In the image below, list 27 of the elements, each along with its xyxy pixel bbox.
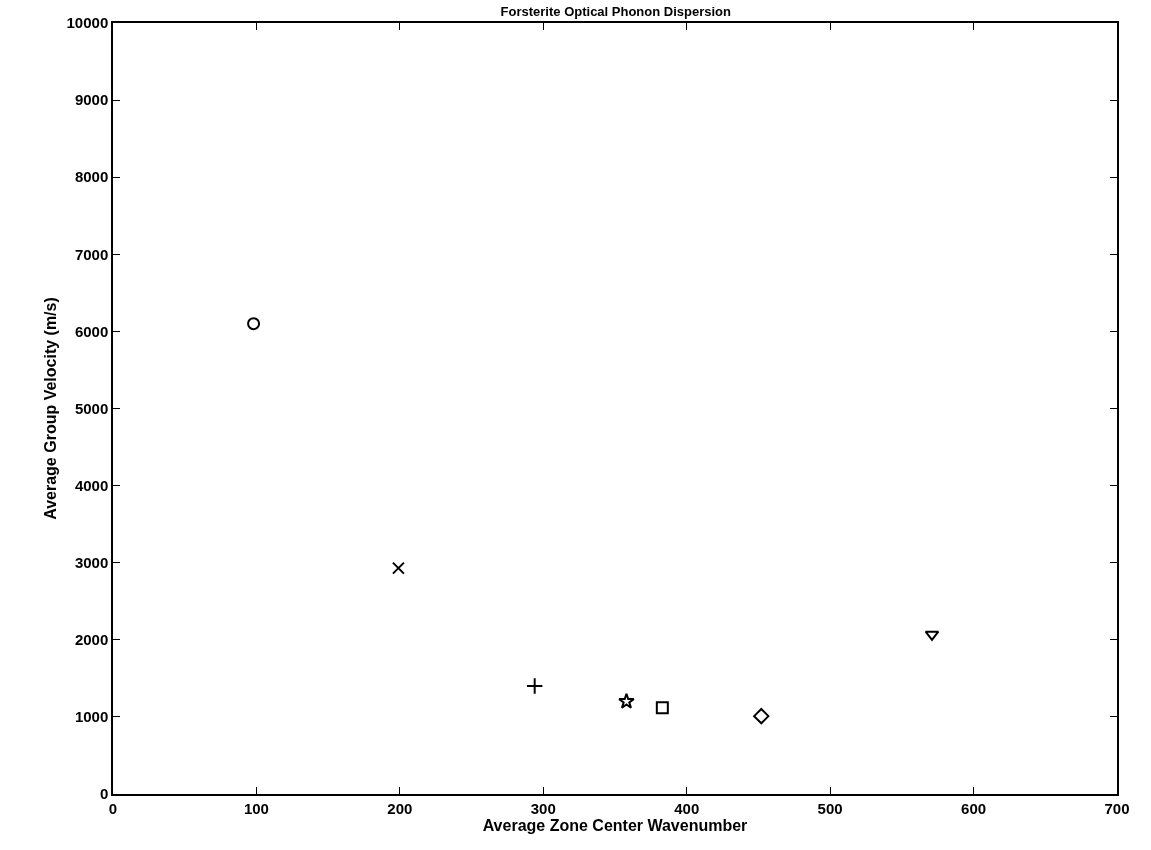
x-tick-label: 100 <box>243 799 269 817</box>
y-tick-label: 10000 <box>66 14 109 32</box>
point <box>525 677 544 695</box>
point <box>753 707 770 725</box>
y-axis-title: Average Group Velocity (m/s) <box>41 297 59 520</box>
y-tick-label: 2000 <box>74 631 109 649</box>
y-tick-label: 1000 <box>74 708 109 726</box>
point <box>247 317 261 331</box>
x-axis-title: Average Zone Center Wavenumber <box>482 816 748 834</box>
point <box>655 701 669 715</box>
y-tick-label: 6000 <box>74 322 109 340</box>
y-tick-label: 9000 <box>74 91 109 109</box>
y-tick-label: 7000 <box>74 245 109 263</box>
point <box>391 561 405 575</box>
y-tick-label: 5000 <box>74 399 109 417</box>
chart-title: Forsterite Optical Phonon Dispersion <box>500 3 732 19</box>
x-tick-label: 500 <box>817 799 843 817</box>
x-tick-label: 600 <box>961 799 987 817</box>
y-tick-label: 0 <box>99 785 109 803</box>
x-tick-label: 200 <box>387 799 413 817</box>
x-tick-label: 300 <box>530 799 556 817</box>
point <box>618 692 635 709</box>
x-tick-label: 700 <box>1104 799 1130 817</box>
x-tick-label: 400 <box>674 799 700 817</box>
y-tick-label: 4000 <box>74 476 109 494</box>
y-tick-label: 8000 <box>74 168 109 186</box>
y-tick-label: 3000 <box>74 553 109 571</box>
